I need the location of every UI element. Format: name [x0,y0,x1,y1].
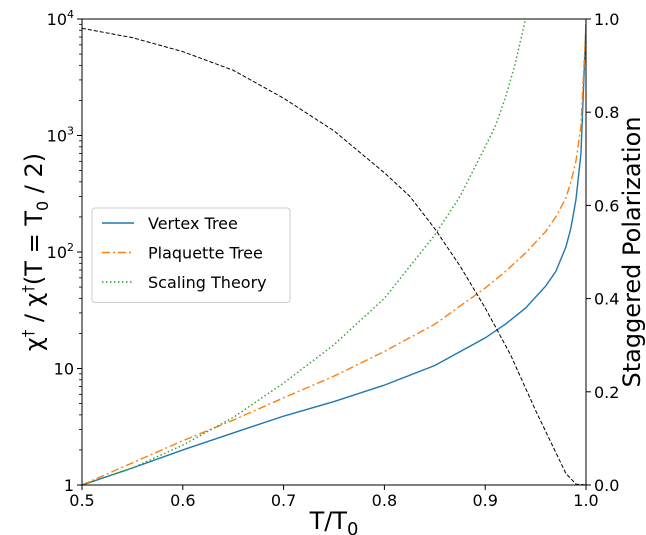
series-line-2 [82,19,527,485]
y-right-tick-label: 0.8 [594,103,619,122]
x-tick-label: 0.6 [170,491,195,510]
legend-box [91,207,291,303]
series-line-1 [82,24,586,485]
series-layer [82,19,586,485]
legend-label: Vertex Tree [148,214,238,233]
series-line-0 [82,24,586,485]
series-line-3 [82,27,586,485]
y-right-axis-title: Staggered Polarization [618,116,646,387]
y-left-axis-title: χ† / χ†(T = T0 / 2) [19,153,52,351]
x-tick-label: 0.9 [472,491,497,510]
y-right-tick-label: 0.6 [594,196,619,215]
x-tick-label: 0.7 [271,491,296,510]
y-left-tick-label: 1 [64,476,74,495]
y-right-tick-label: 1.0 [594,10,619,29]
y-left-tick-label: 10 [54,360,74,379]
x-axis-title: T/T0 [309,507,359,535]
y-left-tick-label: 104 [47,8,74,29]
y-right-tick-label: 0.2 [594,383,619,402]
ticks-layer: 0.5 0.6 0.7 0.8 0.9 1.0 1 10 102 103 104 0.0 0.2 0.4 0… [47,8,620,510]
legend: Vertex Tree Plaquette Tree Scaling Theory [91,207,291,303]
legend-label: Scaling Theory [148,273,267,292]
y-right-tick-label: 0.4 [594,290,619,309]
y-left-tick-label: 102 [47,241,74,262]
legend-label: Plaquette Tree [148,244,263,263]
x-tick-label: 1.0 [573,491,598,510]
y-right-tick-label: 0.0 [594,476,619,495]
y-left-tick-label: 103 [47,125,74,146]
x-tick-label: 0.8 [372,491,397,510]
x-tick-label: 0.5 [69,491,94,510]
